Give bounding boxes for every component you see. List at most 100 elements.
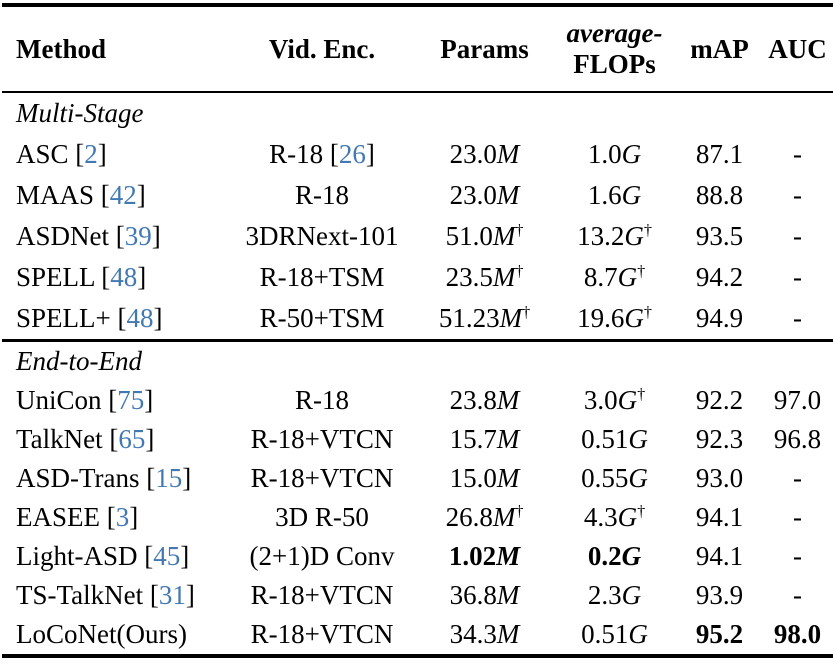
citation-number[interactable]: 15 <box>155 463 183 493</box>
method-cell: UniCon [75] <box>16 385 154 415</box>
citation-link[interactable]: [48] <box>101 262 147 292</box>
dagger-mark: † <box>515 261 524 280</box>
unit-label: M <box>492 262 516 292</box>
table-row: TS-TalkNet [31] R-18+VTCN 36.8M 2.3G 93.9 - <box>2 576 833 615</box>
citation-link[interactable]: [2] <box>75 139 107 169</box>
vid-enc-cell: 3D R-50 <box>275 502 369 532</box>
dagger-mark: † <box>515 501 524 520</box>
flops-cell: 2.3G <box>587 580 642 610</box>
citation-link[interactable]: [39] <box>115 221 161 251</box>
vid-enc-cell: R-50+TSM <box>259 303 385 333</box>
params-cell: 1.02M <box>448 541 521 571</box>
citation-number[interactable]: 75 <box>117 385 145 415</box>
method-cell: ASDNet [39] <box>16 221 161 251</box>
column-header-flops: average- FLOPs <box>552 5 677 92</box>
params-cell: 34.3M <box>449 619 520 649</box>
flops-cell: 0.55G <box>581 463 648 493</box>
map-cell: 94.1 <box>695 541 744 571</box>
vid-enc-cell: R-18+VTCN <box>250 463 394 493</box>
auc-cell: - <box>793 139 802 169</box>
section-title: End-to-End <box>16 346 142 376</box>
citation-link[interactable]: [75] <box>108 385 154 415</box>
citation-number[interactable]: 26 <box>338 139 366 169</box>
auc-cell: 98.0 <box>773 619 822 649</box>
auc-cell: - <box>793 221 802 251</box>
citation-link[interactable]: [42] <box>100 180 146 210</box>
header-row: Method Vid. Enc. Params average- FLOPs mA… <box>2 5 833 92</box>
vid-enc-cell: R-18+TSM <box>259 262 385 292</box>
unit-label: M <box>499 303 523 333</box>
column-header-vid-enc: Vid. Enc. <box>268 33 376 64</box>
citation-number[interactable]: 48 <box>110 262 138 292</box>
citation-number[interactable]: 3 <box>115 502 130 532</box>
map-cell: 93.0 <box>695 463 744 493</box>
dagger-mark: † <box>643 302 652 321</box>
unit-label: M <box>496 619 520 649</box>
method-cell: ASD-Trans [15] <box>16 463 192 493</box>
flops-cell: 0.51G <box>581 424 648 454</box>
dagger-mark: † <box>643 220 652 239</box>
citation-number[interactable]: 48 <box>126 303 154 333</box>
auc-cell: 96.8 <box>773 424 822 454</box>
table-row: MAAS [42] R-18 23.0M 1.6G 88.8 - <box>2 175 833 216</box>
citation-number[interactable]: 2 <box>84 139 98 169</box>
dagger-mark: † <box>637 384 646 403</box>
vid-enc-cell: R-18+VTCN <box>250 619 394 649</box>
map-cell: 93.5 <box>695 221 744 251</box>
flops-cell: 3.0G† <box>583 384 646 415</box>
citation-link[interactable]: [31] <box>149 580 195 610</box>
citation-link[interactable]: [3] <box>106 502 139 532</box>
citation-number[interactable]: 31 <box>158 580 186 610</box>
params-cell: 51.23M† <box>438 302 531 333</box>
citation-number[interactable]: 65 <box>118 424 146 454</box>
unit-label: M <box>496 385 520 415</box>
vid-enc-cell: (2+1)D Conv <box>249 541 395 571</box>
auc-cell: - <box>793 303 802 333</box>
auc-cell: - <box>793 502 802 532</box>
unit-label: M <box>496 424 520 454</box>
dagger-mark: † <box>637 501 646 520</box>
table-row: LoCoNet(Ours) R-18+VTCN 34.3M 0.51G 95.2 98.0 <box>2 615 833 656</box>
citation-link[interactable]: [15] <box>146 463 192 493</box>
citation-number[interactable]: 45 <box>153 541 181 571</box>
method-cell: SPELL [48] <box>16 262 147 292</box>
column-header-auc: AUC <box>768 33 827 64</box>
citation-number[interactable]: 39 <box>124 221 152 251</box>
map-cell: 93.9 <box>695 580 744 610</box>
table-row: ASC [2] R-18 [26] 23.0M 1.0G 87.1 - <box>2 134 833 175</box>
citation-link[interactable]: [45] <box>144 541 190 571</box>
vid-enc-cell: R-18 <box>295 385 349 415</box>
citation-link[interactable]: [65] <box>109 424 155 454</box>
section-title: Multi-Stage <box>16 98 144 128</box>
citation-link[interactable]: [48] <box>117 303 163 333</box>
unit-label: M <box>496 541 521 571</box>
citation-number[interactable]: 42 <box>109 180 137 210</box>
citation-link[interactable]: [26] <box>329 139 375 169</box>
table-row: SPELL [48] R-18+TSM 23.5M† 8.7G† 94.2 - <box>2 257 833 298</box>
map-cell: 87.1 <box>695 139 744 169</box>
table-row: TalkNet [65] R-18+VTCN 15.7M 0.51G 92.3 96.8 <box>2 420 833 459</box>
unit-label: G <box>628 463 648 493</box>
auc-cell: 97.0 <box>773 385 822 415</box>
flops-cell: 0.2G <box>587 541 642 571</box>
params-cell: 23.0M <box>449 139 520 169</box>
unit-label: M <box>496 463 520 493</box>
unit-label: M <box>496 580 520 610</box>
unit-label: G <box>621 180 642 210</box>
params-cell: 26.8M† <box>445 501 524 532</box>
method-cell: Light-ASD [45] <box>16 541 190 571</box>
method-cell: EASEE [3] <box>16 502 139 532</box>
params-cell: 23.0M <box>449 180 520 210</box>
table-row: SPELL+ [48] R-50+TSM 51.23M† 19.6G† 94.9 - <box>2 298 833 341</box>
table-row: ASDNet [39] 3DRNext-101 51.0M† 13.2G† 93.5 - <box>2 216 833 257</box>
map-cell: 88.8 <box>695 180 744 210</box>
unit-label: G <box>617 502 638 532</box>
auc-cell: - <box>793 180 802 210</box>
method-cell: MAAS [42] <box>16 180 146 210</box>
dagger-mark: † <box>522 302 531 321</box>
auc-cell: - <box>793 541 802 571</box>
column-header-map: mAP <box>690 33 749 64</box>
auc-cell: - <box>793 463 802 493</box>
vid-enc-cell: R-18 [26] <box>269 139 375 169</box>
vid-enc-cell: 3DRNext-101 <box>245 221 399 251</box>
